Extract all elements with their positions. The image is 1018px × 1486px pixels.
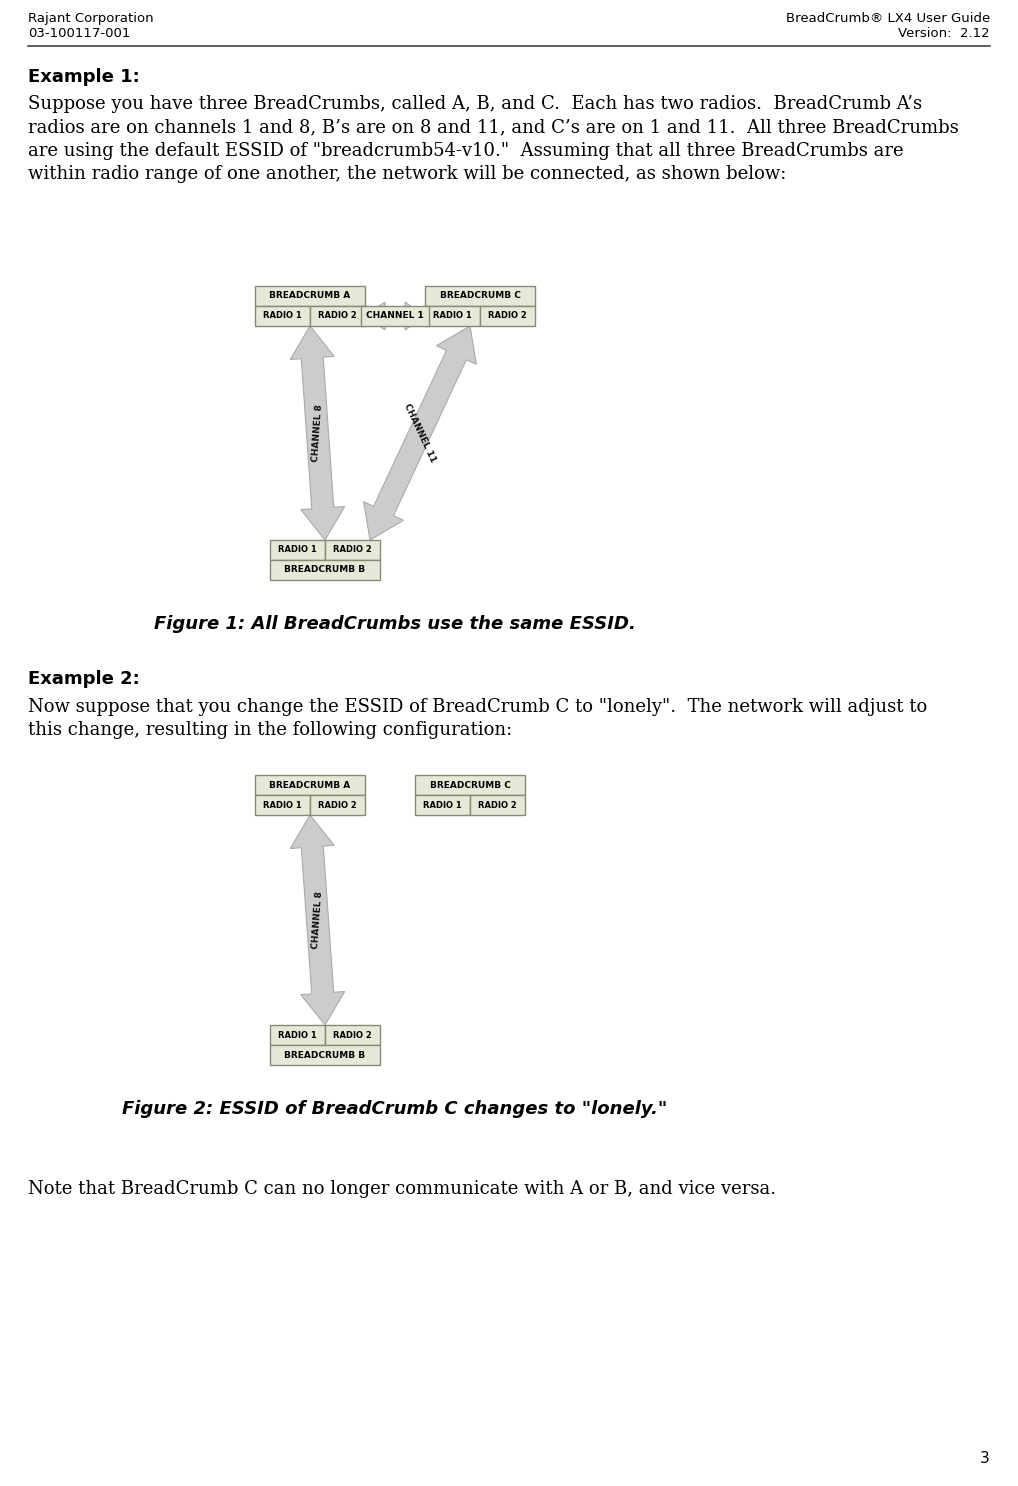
FancyBboxPatch shape: [415, 795, 470, 814]
Text: Now suppose that you change the ESSID of BreadCrumb C to "lonely".  The network : Now suppose that you change the ESSID of…: [29, 698, 927, 740]
Text: Figure 1: All BreadCrumbs use the same ESSID.: Figure 1: All BreadCrumbs use the same E…: [154, 615, 636, 633]
FancyBboxPatch shape: [254, 776, 365, 795]
FancyBboxPatch shape: [470, 795, 525, 814]
FancyBboxPatch shape: [480, 306, 535, 325]
Text: BREADCRUMB A: BREADCRUMB A: [270, 291, 350, 300]
Text: Rajant Corporation: Rajant Corporation: [29, 12, 154, 25]
Text: Note that BreadCrumb C can no longer communicate with A or B, and vice versa.: Note that BreadCrumb C can no longer com…: [29, 1180, 776, 1198]
FancyBboxPatch shape: [425, 306, 480, 325]
FancyBboxPatch shape: [254, 306, 310, 325]
FancyBboxPatch shape: [270, 560, 380, 580]
Text: 03-100117-001: 03-100117-001: [29, 27, 130, 40]
Polygon shape: [365, 302, 425, 330]
Text: BreadCrumb® LX4 User Guide: BreadCrumb® LX4 User Guide: [786, 12, 989, 25]
Text: Version:  2.12: Version: 2.12: [898, 27, 989, 40]
FancyBboxPatch shape: [254, 795, 310, 814]
Text: BREADCRUMB A: BREADCRUMB A: [270, 780, 350, 789]
Text: RADIO 2: RADIO 2: [318, 312, 357, 321]
Text: RADIO 2: RADIO 2: [333, 545, 372, 554]
Text: RADIO 1: RADIO 1: [263, 312, 302, 321]
Text: CHANNEL 1: CHANNEL 1: [366, 312, 423, 321]
Polygon shape: [290, 325, 345, 539]
FancyBboxPatch shape: [270, 1045, 380, 1065]
FancyBboxPatch shape: [361, 306, 429, 325]
Text: CHANNEL 8: CHANNEL 8: [310, 404, 324, 462]
Text: RADIO 1: RADIO 1: [263, 801, 302, 810]
FancyBboxPatch shape: [310, 306, 365, 325]
Text: RADIO 1: RADIO 1: [278, 545, 317, 554]
Text: Figure 2: ESSID of BreadCrumb C changes to "lonely.": Figure 2: ESSID of BreadCrumb C changes …: [122, 1100, 668, 1117]
Text: RADIO 2: RADIO 2: [478, 801, 517, 810]
Text: Example 1:: Example 1:: [29, 68, 139, 86]
Text: BREADCRUMB C: BREADCRUMB C: [440, 291, 520, 300]
Text: RADIO 2: RADIO 2: [488, 312, 527, 321]
FancyBboxPatch shape: [325, 1025, 380, 1045]
Text: RADIO 1: RADIO 1: [423, 801, 462, 810]
Text: RADIO 1: RADIO 1: [278, 1030, 317, 1040]
Polygon shape: [290, 814, 345, 1025]
Text: BREADCRUMB B: BREADCRUMB B: [284, 1051, 365, 1060]
Text: RADIO 2: RADIO 2: [318, 801, 357, 810]
FancyBboxPatch shape: [425, 285, 535, 306]
Text: RADIO 2: RADIO 2: [333, 1030, 372, 1040]
Text: Suppose you have three BreadCrumbs, called A, B, and C.  Each has two radios.  B: Suppose you have three BreadCrumbs, call…: [29, 95, 959, 183]
FancyBboxPatch shape: [310, 795, 365, 814]
FancyBboxPatch shape: [254, 285, 365, 306]
Text: RADIO 1: RADIO 1: [433, 312, 472, 321]
Polygon shape: [363, 325, 476, 539]
FancyBboxPatch shape: [415, 776, 525, 795]
Text: Example 2:: Example 2:: [29, 670, 139, 688]
Text: BREADCRUMB C: BREADCRUMB C: [430, 780, 510, 789]
FancyBboxPatch shape: [270, 1025, 325, 1045]
Text: 3: 3: [980, 1450, 989, 1467]
FancyBboxPatch shape: [270, 539, 325, 560]
Text: CHANNEL 11: CHANNEL 11: [402, 403, 438, 464]
FancyBboxPatch shape: [325, 539, 380, 560]
Text: CHANNEL 8: CHANNEL 8: [310, 892, 324, 950]
Text: BREADCRUMB B: BREADCRUMB B: [284, 566, 365, 575]
